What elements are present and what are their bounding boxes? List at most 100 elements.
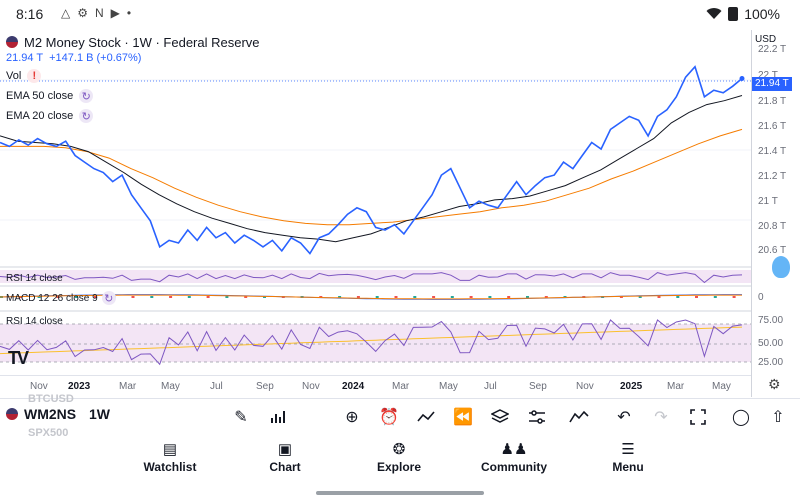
rsi2-label-wrap[interactable]: RSI 14 close [6, 316, 63, 327]
symbol-ticker: WM2NS [24, 406, 77, 422]
macd-bar [225, 296, 229, 298]
settings-icon: ⚙ [77, 6, 88, 20]
x-tick: May [712, 381, 731, 392]
ema20-indicator[interactable]: EMA 20 close ↻ [6, 106, 260, 126]
nav-community[interactable]: ♟♟ Community [469, 440, 559, 474]
macd-bar [375, 296, 379, 298]
refresh-icon[interactable]: ↻ [79, 89, 94, 103]
rsi1-label-wrap[interactable]: RSI 14 close [6, 273, 63, 284]
macd-bar [56, 296, 60, 298]
nav-label: Chart [269, 460, 301, 474]
symbol-selector[interactable]: WM2NS [6, 406, 76, 422]
vol-indicator[interactable]: Vol ! [6, 66, 260, 86]
time-axis[interactable]: Nov 2023 Mar May Jul Sep Nov 2024 Mar Ma… [0, 375, 751, 397]
youtube-icon: ▶ [110, 6, 120, 20]
y-tick: 22 T [758, 70, 778, 81]
share-icon[interactable]: ⇧ [771, 409, 785, 426]
x-tick: Jul [484, 381, 497, 392]
rsi1-band [0, 270, 751, 283]
add-indicator-icon[interactable]: ⊕ [345, 409, 359, 426]
nav-chart[interactable]: ▣ Chart [240, 440, 330, 474]
notif-icon-1: △ [61, 6, 71, 20]
y-tick: 21 T [758, 196, 778, 207]
x-tick: 2025 [620, 381, 643, 392]
m2-money-stock-line [0, 65, 743, 255]
nav-label: Watchlist [143, 460, 197, 474]
symbol-title-row[interactable]: M2 Money Stock · 1W · Federal Reserve [6, 32, 260, 52]
settings-sliders-icon[interactable] [525, 405, 549, 429]
chart-canvas[interactable] [0, 30, 751, 375]
macd-bar [131, 296, 135, 298]
chart-type-icon[interactable] [267, 405, 291, 429]
y-tick: 21.4 T [758, 146, 787, 157]
layers-icon[interactable] [488, 405, 512, 429]
undo-icon[interactable]: ↶ [617, 409, 631, 426]
nav-watchlist[interactable]: ▤ Watchlist [125, 440, 215, 474]
wifi-icon [706, 8, 722, 19]
refresh-icon[interactable]: ↻ [79, 109, 94, 123]
nav-menu[interactable]: ☰ Menu [583, 440, 673, 474]
ghost-symbol-top: BTCUSD [28, 393, 74, 405]
rsi2-band [0, 324, 751, 362]
replay-icon[interactable]: ⏪ [453, 409, 473, 426]
macd-zero-tick: 0 [758, 292, 764, 303]
drawing-tool-icon[interactable]: ✎ [234, 409, 248, 426]
macd-bar [75, 296, 79, 298]
macd-bar [657, 296, 661, 298]
x-tick: Mar [667, 381, 685, 392]
ghost-symbol-bottom: SPX500 [28, 427, 69, 439]
x-tick: Nov [576, 381, 594, 392]
alert-clock-icon[interactable]: ⏰ [379, 409, 399, 426]
macd-bar [244, 296, 248, 298]
macd-bar [356, 296, 360, 298]
macd-bar [526, 296, 529, 298]
macd-bar [732, 296, 736, 298]
last-price-dot [739, 75, 745, 81]
us-flag-icon [6, 36, 18, 48]
compass-icon: ❂ [392, 441, 406, 458]
y-tick: 20.6 T [758, 245, 787, 256]
y-tick: 21.8 T [758, 96, 787, 107]
macd-label: MACD 12 26 close 9 [6, 292, 98, 304]
macd-label-wrap[interactable]: MACD 12 26 close 9 ↻ [6, 291, 116, 305]
gesture-bar[interactable] [316, 491, 484, 495]
macd-bar [319, 296, 323, 298]
chart-area[interactable]: M2 Money Stock · 1W · Federal Reserve 21… [0, 30, 800, 397]
macd-bar [676, 296, 680, 298]
status-notification-icons: △ ⚙ N ▶ • [61, 6, 131, 20]
price-series [0, 65, 745, 255]
compare-icon[interactable] [567, 405, 591, 429]
price-change: +147.1 B (+0.67%) [49, 52, 142, 64]
chart-toolbar: BTCUSD WM2NS SPX500 1W ✎ ⊕ ⏰ ⏪ ↶ ↷ ◯ ⇧ [0, 393, 800, 439]
price-axis[interactable]: 22.2 T 22 T 21.8 T 21.6 T 21.4 T 21.2 T … [751, 30, 800, 397]
bottom-nav: ▤ Watchlist ▣ Chart ❂ Explore ♟♟ Communi… [0, 436, 800, 486]
x-tick: 2023 [68, 381, 91, 392]
status-right: 100% [706, 6, 780, 22]
tradingview-logo: TV [8, 348, 29, 368]
y-tick: 21.2 T [758, 171, 787, 182]
idea-bulb-icon[interactable]: ◯ [732, 409, 750, 426]
macd-bar [507, 296, 511, 298]
dot-icon: • [126, 6, 132, 20]
currency-label[interactable]: USD [755, 34, 777, 45]
watchlist-icon: ▤ [162, 441, 178, 458]
fullscreen-icon[interactable] [686, 405, 710, 429]
nav-explore[interactable]: ❂ Explore [354, 440, 444, 474]
vol-label: Vol [6, 70, 22, 82]
refresh-icon[interactable]: ↻ [101, 291, 116, 305]
ema20-label: EMA 20 close [6, 110, 74, 122]
macd-bar [150, 296, 154, 298]
trend-line-icon[interactable] [414, 405, 438, 429]
macd-bar [169, 296, 173, 298]
interval-selector[interactable]: 1W [89, 406, 110, 422]
nav-label: Explore [376, 460, 421, 474]
symbol-title: M2 Money Stock · 1W · Federal Reserve [24, 34, 260, 50]
macd-bar [37, 296, 41, 298]
floating-assistant-icon[interactable] [772, 256, 790, 278]
us-flag-icon [6, 408, 18, 420]
redo-icon[interactable]: ↷ [654, 409, 668, 426]
x-tick: Sep [256, 381, 274, 392]
ema50-indicator[interactable]: EMA 50 close ↻ [6, 86, 260, 106]
chart-settings-icon[interactable]: ⚙ [768, 376, 781, 392]
warning-icon[interactable]: ! [27, 69, 42, 83]
